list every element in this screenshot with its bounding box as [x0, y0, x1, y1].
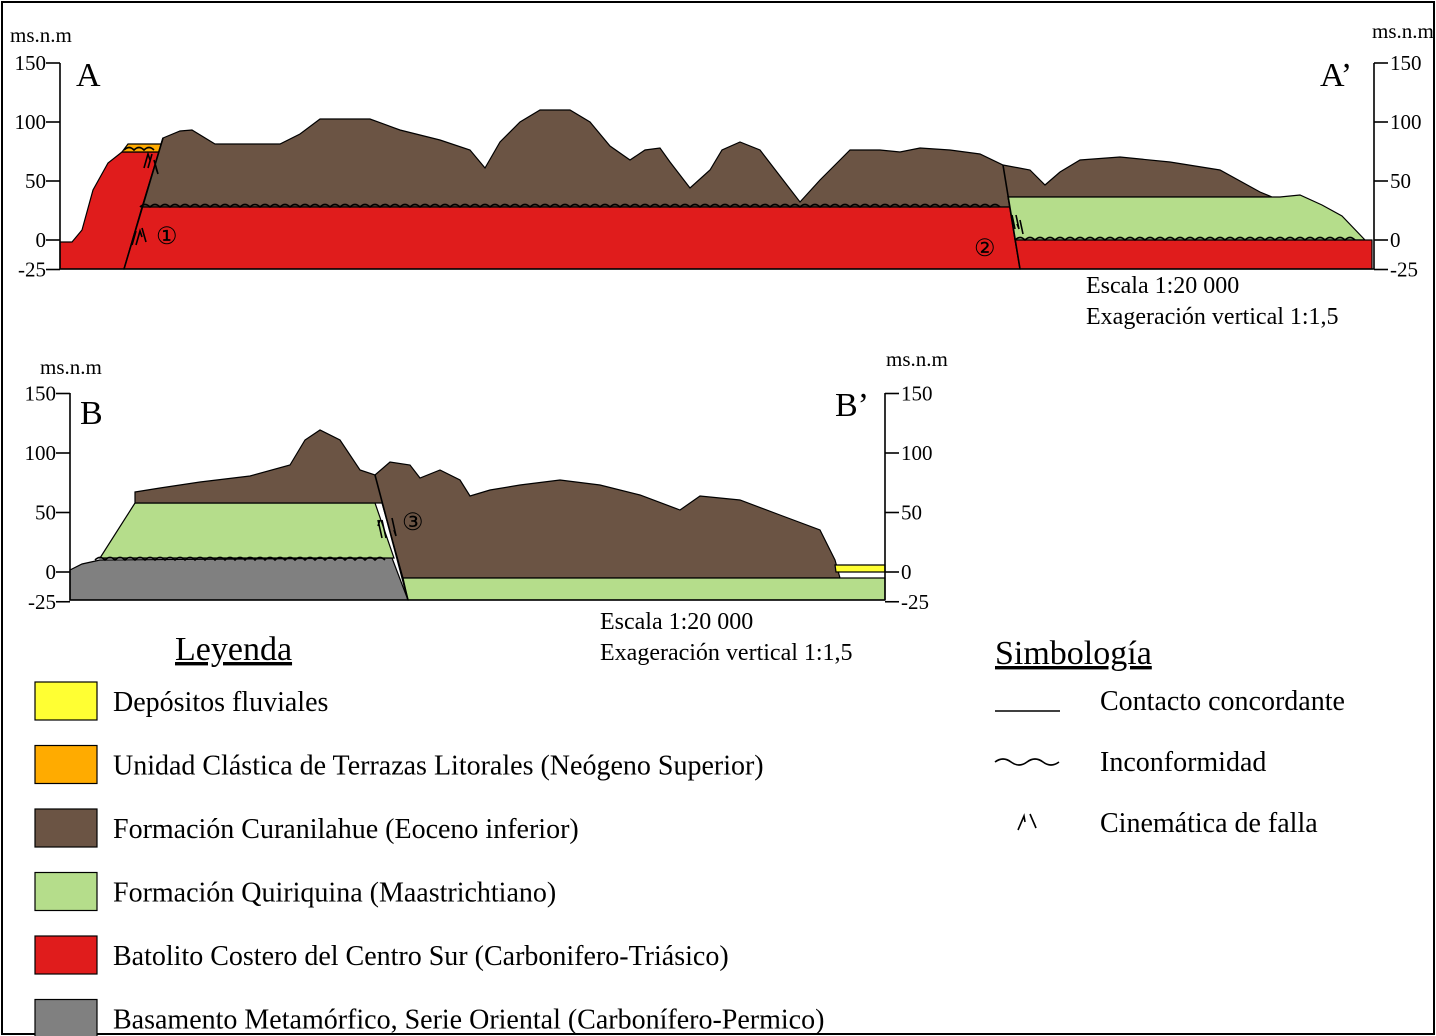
legend-swatch: [34, 744, 98, 785]
legend-label: Formación Curanilahue (Eoceno inferior): [113, 814, 579, 845]
fault-2: [1002, 164, 1021, 270]
tick-label: 0: [1390, 228, 1401, 252]
tick-label: 100: [1390, 110, 1422, 134]
fault-arrows-2: [1011, 214, 1024, 235]
fault-arrows-3: [377, 517, 397, 539]
basamento: [69, 557, 409, 601]
fault-label: ②: [974, 236, 996, 262]
scale: Escala 1:20 000: [600, 609, 753, 635]
symbology-label: Contacto concordante: [1100, 686, 1345, 717]
unit-label: ms.n.m: [1372, 19, 1434, 43]
legend-label: Batolito Costero del Centro Sur (Carboni…: [113, 941, 729, 972]
legend-label: Basamento Metamórfico, Serie Oriental (C…: [113, 1005, 824, 1036]
section-end: B’: [835, 387, 869, 424]
legend-title: Leyenda: [175, 631, 292, 668]
fault-label: ③: [402, 510, 424, 536]
tick-label: 0: [46, 560, 57, 584]
tick-label: 150: [25, 382, 57, 406]
tick-label: 100: [901, 441, 933, 465]
unit-label: ms.n.m: [40, 355, 102, 379]
symbology-label: Cinemática de falla: [1100, 808, 1318, 839]
tick-label: 0: [36, 228, 47, 252]
legend-label: Unidad Clástica de Terrazas Litorales (N…: [113, 751, 764, 782]
fluviales: [834, 564, 886, 573]
unconformity: [123, 146, 155, 152]
unconformity: [139, 203, 1001, 209]
legend-swatch: [34, 871, 98, 912]
section-b: [69, 393, 886, 601]
fault-label: ①: [156, 224, 178, 250]
tick-label: 50: [901, 501, 922, 525]
tick-label: 50: [1390, 169, 1411, 193]
fault-arrows-1: [131, 151, 159, 246]
unconformity: [1014, 236, 1356, 242]
legend-swatch: [34, 808, 98, 848]
legend-label: Formación Quiriquina (Maastrichtiano): [113, 878, 556, 909]
exaggeration: Exageración vertical 1:1,5: [1086, 304, 1339, 330]
tick-label: -25: [18, 258, 46, 282]
fault-3: [374, 474, 409, 601]
scale: Escala 1:20 000: [1086, 273, 1239, 299]
quiriquina-b-left: [98, 502, 395, 559]
tick-label: 150: [15, 51, 47, 75]
unit-label: ms.n.m: [10, 23, 72, 47]
batolito-right: [1014, 239, 1373, 270]
curanilahue-b: [134, 429, 841, 579]
tick-label: -25: [28, 590, 56, 614]
legend-label: Depósitos fluviales: [113, 687, 328, 718]
tick-label: 150: [1390, 51, 1422, 75]
axes-b: [69, 393, 886, 601]
tick-label: 50: [35, 501, 56, 525]
section-start: B: [80, 395, 103, 432]
symbol-unconformity: [994, 758, 1060, 766]
tick-label: -25: [901, 590, 929, 614]
unit-label: ms.n.m: [886, 347, 948, 371]
tick-label: 50: [25, 169, 46, 193]
tick-label: -25: [1390, 258, 1418, 282]
section-end: A’: [1320, 57, 1352, 94]
section-start: A: [76, 57, 101, 94]
curanilahue-a: [141, 109, 1273, 208]
legend-swatch: [34, 935, 98, 975]
symbology-label: Inconformidad: [1100, 747, 1266, 778]
quiriquina-a: [1007, 194, 1367, 241]
batolito-main: [123, 206, 1021, 270]
legend-swatch: [34, 998, 98, 1036]
tick-label: 100: [25, 441, 57, 465]
symbology-title: Simbología: [995, 635, 1152, 672]
tick-label: 100: [15, 110, 47, 134]
tick-label: 150: [901, 382, 933, 406]
unconformity: [94, 556, 386, 562]
legend-swatch: [34, 681, 98, 721]
quiriquina-b-right: [402, 577, 886, 601]
exaggeration: Exageración vertical 1:1,5: [600, 640, 853, 666]
fault-1: [123, 137, 164, 270]
tick-label: 0: [901, 560, 912, 584]
symbol-fault: [1017, 813, 1037, 831]
